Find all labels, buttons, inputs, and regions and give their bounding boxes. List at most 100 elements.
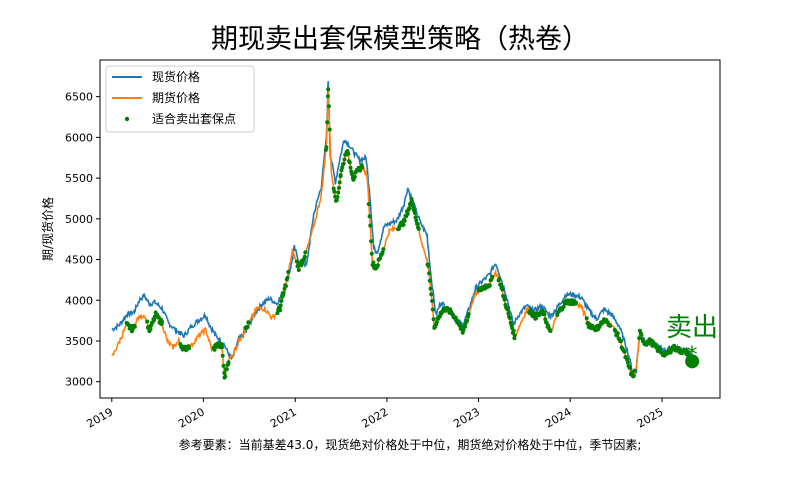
hedge-point [414, 218, 419, 223]
y-tick-label: 4000 [65, 294, 93, 307]
hedge-point [487, 283, 492, 288]
hedge-point [463, 324, 467, 329]
hedge-point [350, 172, 354, 177]
hedge-point [506, 311, 511, 316]
hedge-point [490, 274, 495, 279]
y-tick-label: 5500 [65, 172, 93, 185]
hedge-point [548, 329, 553, 333]
hedge-point [278, 308, 282, 313]
hedge-point [381, 247, 386, 252]
hedge-point [465, 318, 470, 323]
hedge-point [409, 199, 414, 203]
hedge-point [639, 332, 644, 337]
hedge-point [618, 339, 623, 344]
y-tick-label: 4500 [65, 254, 93, 267]
hedge-point [427, 271, 432, 276]
hedge-point [431, 317, 436, 322]
hedge-point [294, 259, 299, 264]
hedge-point [509, 323, 514, 328]
hedge-point [430, 307, 435, 312]
hedge-point [145, 319, 150, 324]
hedge-point [331, 186, 336, 191]
hedge-point [148, 327, 153, 332]
x-tick-label: 2022 [360, 405, 391, 430]
hedge-point [512, 333, 517, 338]
hedge-point [430, 299, 435, 303]
hedge-point [672, 343, 677, 348]
legend-swatch-hedge-points [124, 116, 130, 122]
hedge-point [500, 287, 505, 292]
hedge-point [505, 307, 510, 312]
hedge-point [299, 263, 304, 268]
hedge-point [220, 353, 225, 358]
hedge-point [378, 256, 383, 261]
hedge-point [415, 221, 420, 226]
hedge-point [360, 165, 365, 170]
hedge-point [405, 211, 410, 216]
hedge-point [427, 278, 432, 283]
legend-label-hedge-points: 适合卖出套保点 [152, 111, 236, 126]
hedge-point [628, 366, 633, 370]
hedge-point [332, 189, 337, 194]
hedge-point [366, 202, 371, 207]
hedge-point [622, 349, 627, 354]
hedge-point [555, 312, 560, 317]
hedge-point [369, 239, 374, 244]
y-axis: 3000 3500 4000 4500 5000 5500 6000 6500 [65, 91, 100, 389]
sell-dot-marker [685, 354, 700, 369]
series-futures-line [111, 89, 691, 381]
hedge-point [220, 345, 224, 350]
hedge-point [222, 370, 227, 375]
sell-annotation: 卖出 * [666, 313, 718, 369]
hedge-point [401, 222, 406, 227]
chart-title: 期现卖出套保模型策略（热卷） [211, 24, 589, 55]
legend: 现货价格 期货价格 适合卖出套保点 [105, 65, 255, 133]
hedge-point [625, 357, 630, 362]
legend-box [105, 65, 255, 133]
hedge-point [584, 316, 589, 321]
hedge-point [279, 298, 284, 303]
footnote: 参考要素：当前基差43.0，现货绝对价格处于中位，期货绝对价格处于中位，季节因素… [178, 438, 642, 452]
hedge-point [625, 360, 630, 365]
hedge-point [507, 316, 512, 321]
hedge-point [286, 269, 291, 274]
hedge-point [412, 210, 417, 215]
hedge-point [685, 349, 690, 354]
hedge-point [334, 198, 339, 203]
hedge-point [340, 165, 345, 170]
hedge-point [226, 360, 231, 365]
hedge-point [543, 317, 548, 322]
hedge-point [327, 127, 332, 132]
hedge-point [346, 151, 351, 156]
hedge-point [426, 264, 431, 268]
x-tick-label: 2024 [543, 405, 574, 430]
hedge-point [434, 320, 439, 325]
sell-label: 卖出 [666, 313, 718, 343]
hedge-point [511, 328, 516, 333]
legend-label-spot: 现货价格 [152, 69, 200, 84]
hedge-point [160, 319, 164, 324]
hedge-point [285, 275, 290, 280]
hedge-point [407, 206, 412, 211]
hedge-point [152, 318, 157, 322]
hedge-point [632, 368, 637, 373]
hedge-point [528, 308, 533, 313]
hedge-point [302, 254, 307, 259]
hedge-point [337, 185, 341, 190]
hedge-point [369, 251, 374, 256]
series-spot-line [111, 81, 692, 377]
hedge-point [337, 180, 342, 185]
hedge-point [336, 190, 341, 195]
hedge-point [402, 218, 407, 223]
hedge-point [631, 373, 636, 378]
hedge-point [561, 304, 566, 309]
x-tick-label: 2021 [268, 405, 299, 430]
hedge-point [284, 284, 288, 288]
hedge-point [413, 215, 418, 220]
hedge-point [223, 374, 228, 379]
hedge-point [348, 165, 353, 170]
hedge-point [358, 168, 362, 173]
y-tick-label: 5000 [65, 213, 93, 226]
x-tick-label: 2019 [85, 405, 116, 430]
